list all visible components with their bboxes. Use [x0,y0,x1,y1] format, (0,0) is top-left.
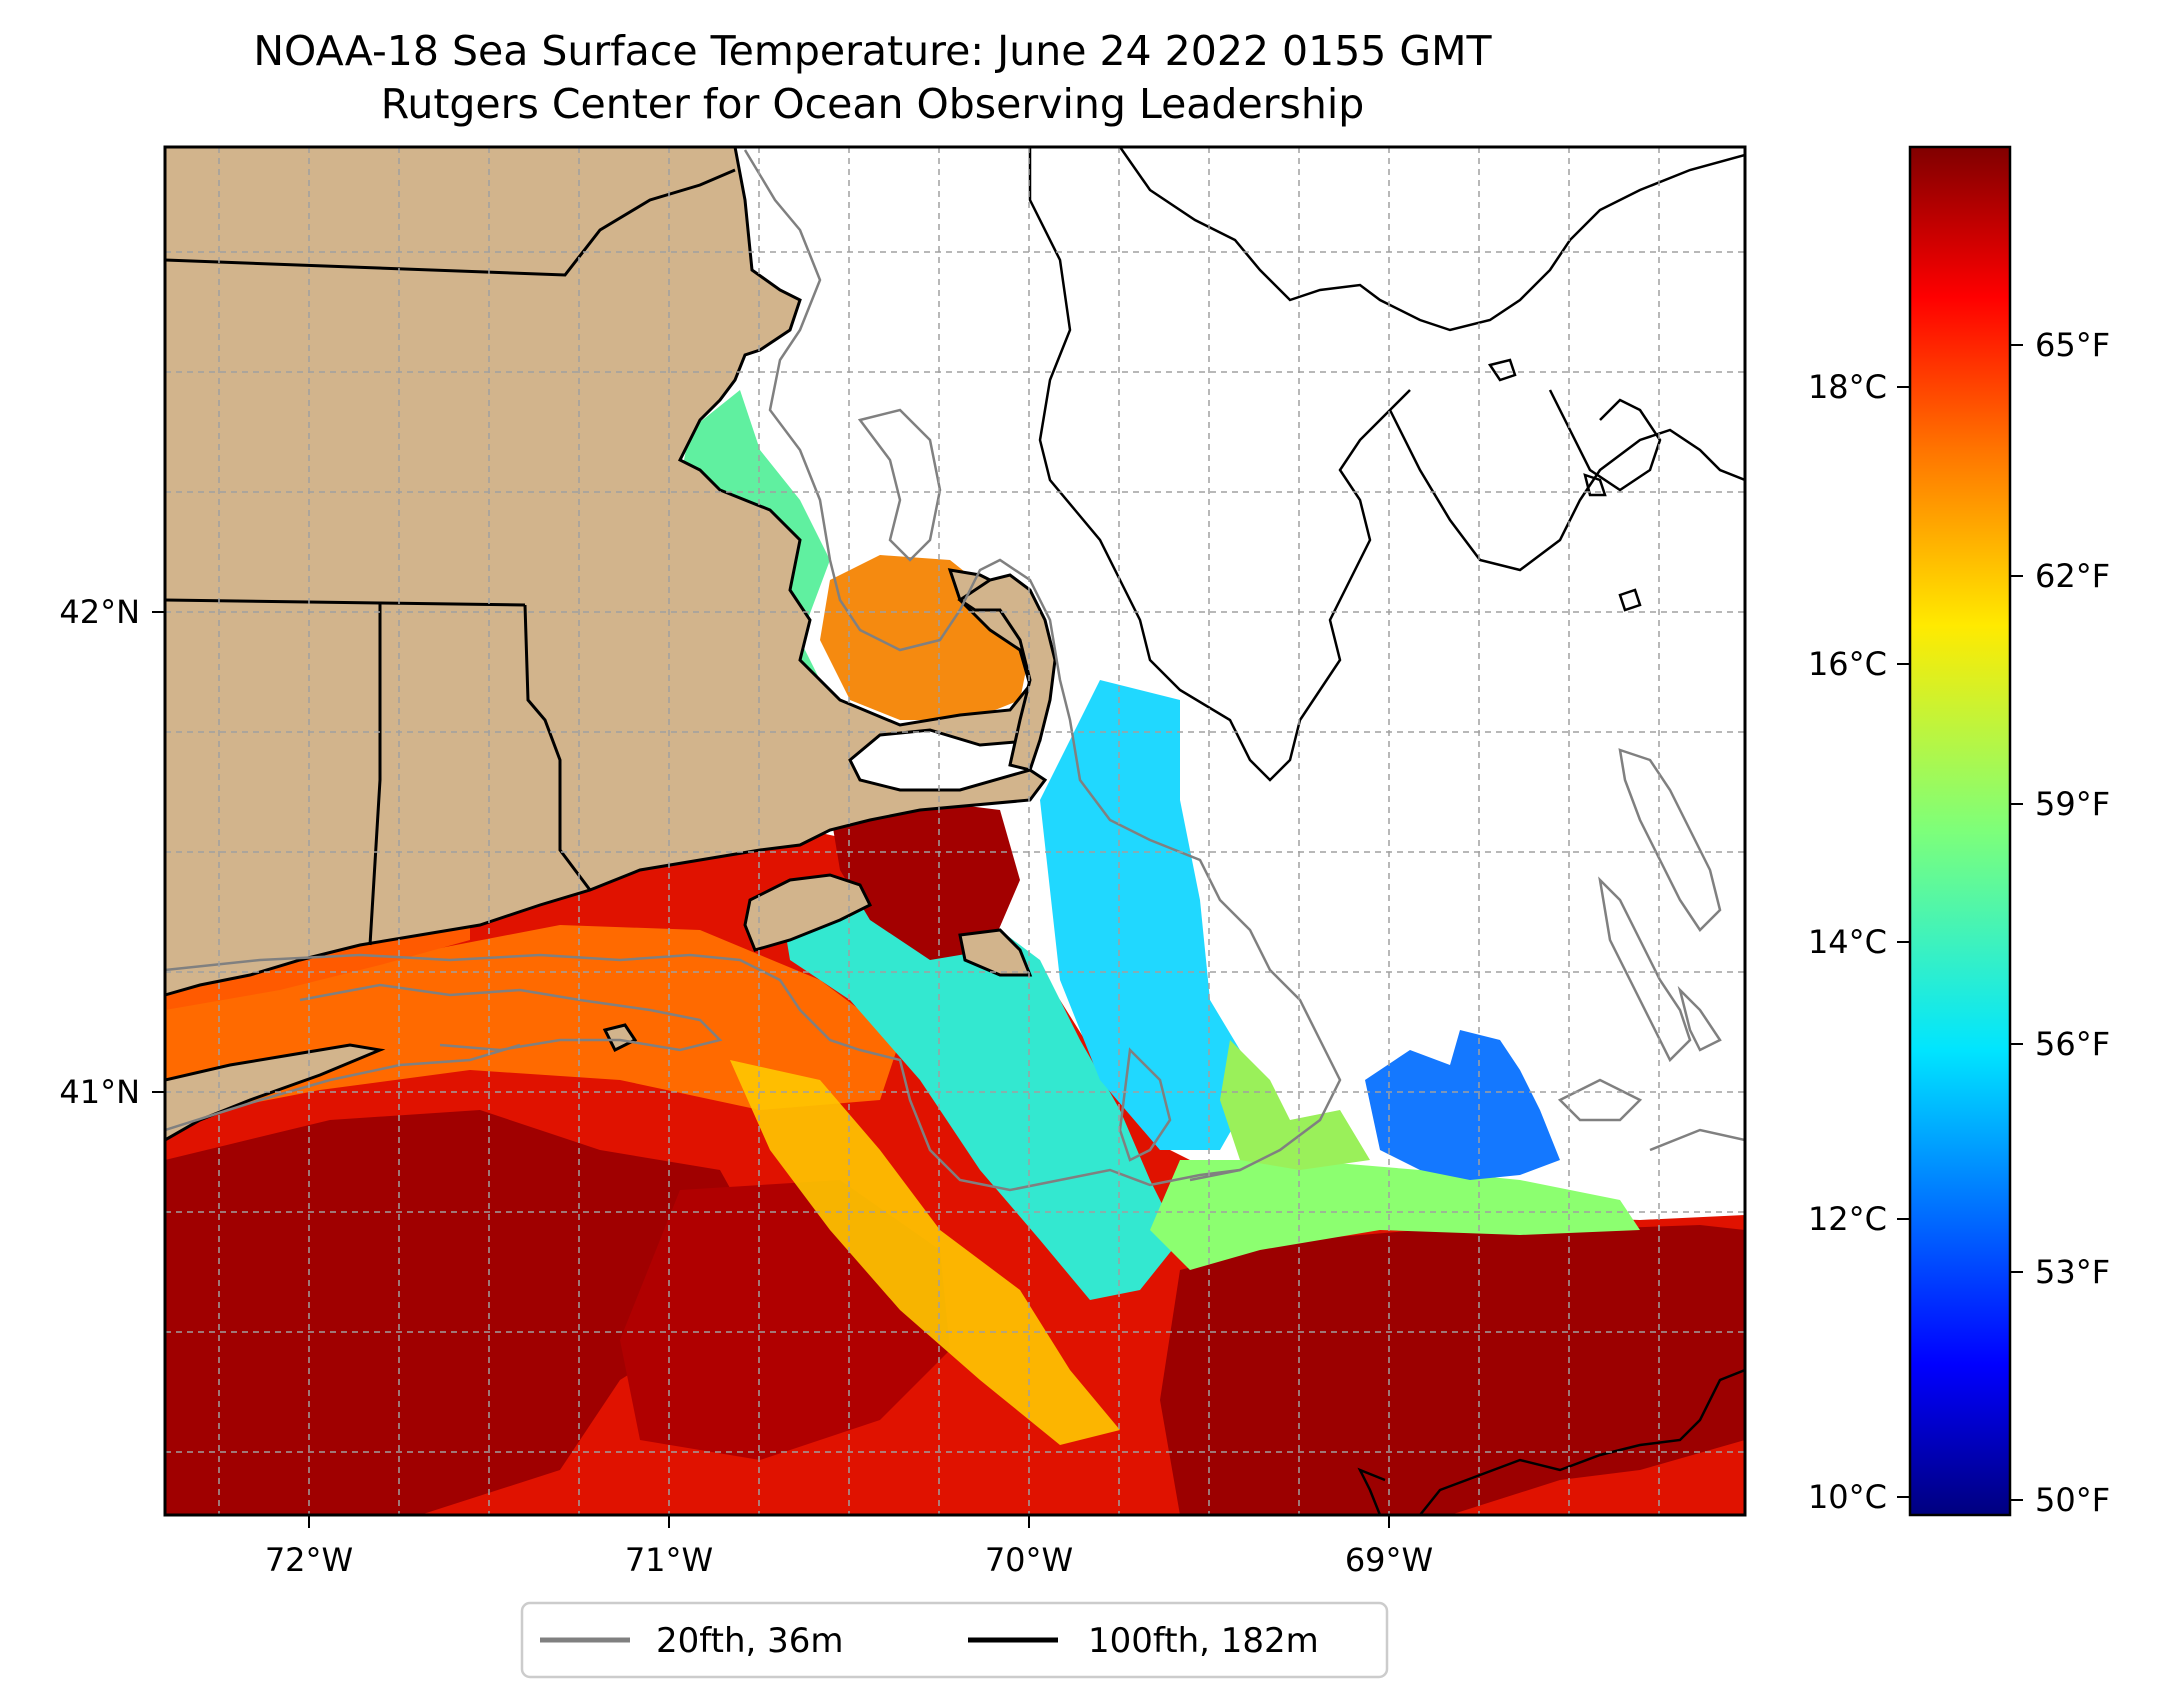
legend: 20fth, 36m 100fth, 182m [520,1601,1389,1679]
x-tick-labels: 72°W 71°W 70°W 69°W [265,1541,1433,1579]
x-tick-72w: 72°W [265,1541,353,1579]
gulf-of-maine-coast [1028,147,1745,782]
map-plot-area [165,147,1745,1515]
map-frame [163,145,1747,1517]
sst-green-shelf [1150,1160,1640,1270]
x-tick-69w: 69°W [1345,1541,1433,1579]
x-tick-70w: 70°W [985,1541,1073,1579]
long-island [165,1043,386,1142]
colorbar-gradient [1908,145,2012,1517]
colorbar-f-62: 62°F [2035,557,2110,595]
colorbar-f-56: 56°F [2035,1025,2110,1063]
map-title: NOAA-18 Sea Surface Temperature: June 24… [165,25,1580,131]
colorbar-c-12: 12°C [1808,1200,1887,1238]
colorbar-c-18: 18°C [1808,368,1887,406]
sst-yellow-filament [730,1060,1120,1445]
sst-orange-band [165,925,900,1120]
axis-ticks [152,611,1390,1528]
sst-dark-red-se [1160,1225,1745,1515]
y-tick-42n: 42°N [59,593,140,631]
sst-buzzards-warm [830,800,1020,960]
title-line-1: NOAA-18 Sea Surface Temperature: June 24… [253,27,1492,75]
colorbar-f-59: 59°F [2035,785,2110,823]
colorbar-f-65: 65°F [2035,326,2110,364]
graticule [165,147,1745,1515]
colorbar: 10°C 12°C 14°C 16°C 18°C 50°F 53°F 56°F … [1808,145,2110,1519]
colorbar-c-14: 14°C [1808,923,1887,961]
colorbar-f-53: 53°F [2035,1253,2110,1291]
x-tick-71w: 71°W [625,1541,713,1579]
colorbar-c-16: 16°C [1808,645,1887,683]
y-tick-41n: 41°N [59,1073,140,1111]
title-line-2: Rutgers Center for Ocean Observing Leade… [380,80,1365,128]
isobath-20fth [165,149,1745,1192]
state-boundaries [165,168,736,946]
sst-cyan-east [1040,680,1260,1150]
nantucket [958,928,1033,977]
sst-cyan-plume [780,870,1180,1300]
legend-box [520,1601,1389,1679]
legend-label-100fth: 100fth, 182m [1088,1621,1319,1661]
sst-mid-green [1220,1040,1370,1170]
colorbar-f-50: 50°F [2035,1481,2110,1519]
block-island [602,1023,638,1053]
colorbar-ticks [1897,344,2023,1501]
sst-blue-patch [1365,1030,1560,1180]
cape-cod [957,573,1057,772]
colorbar-c-10: 10°C [1808,1478,1887,1516]
y-tick-labels: 42°N 41°N [59,593,140,1111]
isobath-100fth [1357,1368,1745,1515]
legend-label-20fth: 20fth, 36m [656,1621,844,1661]
marthas-vineyard [743,873,873,952]
